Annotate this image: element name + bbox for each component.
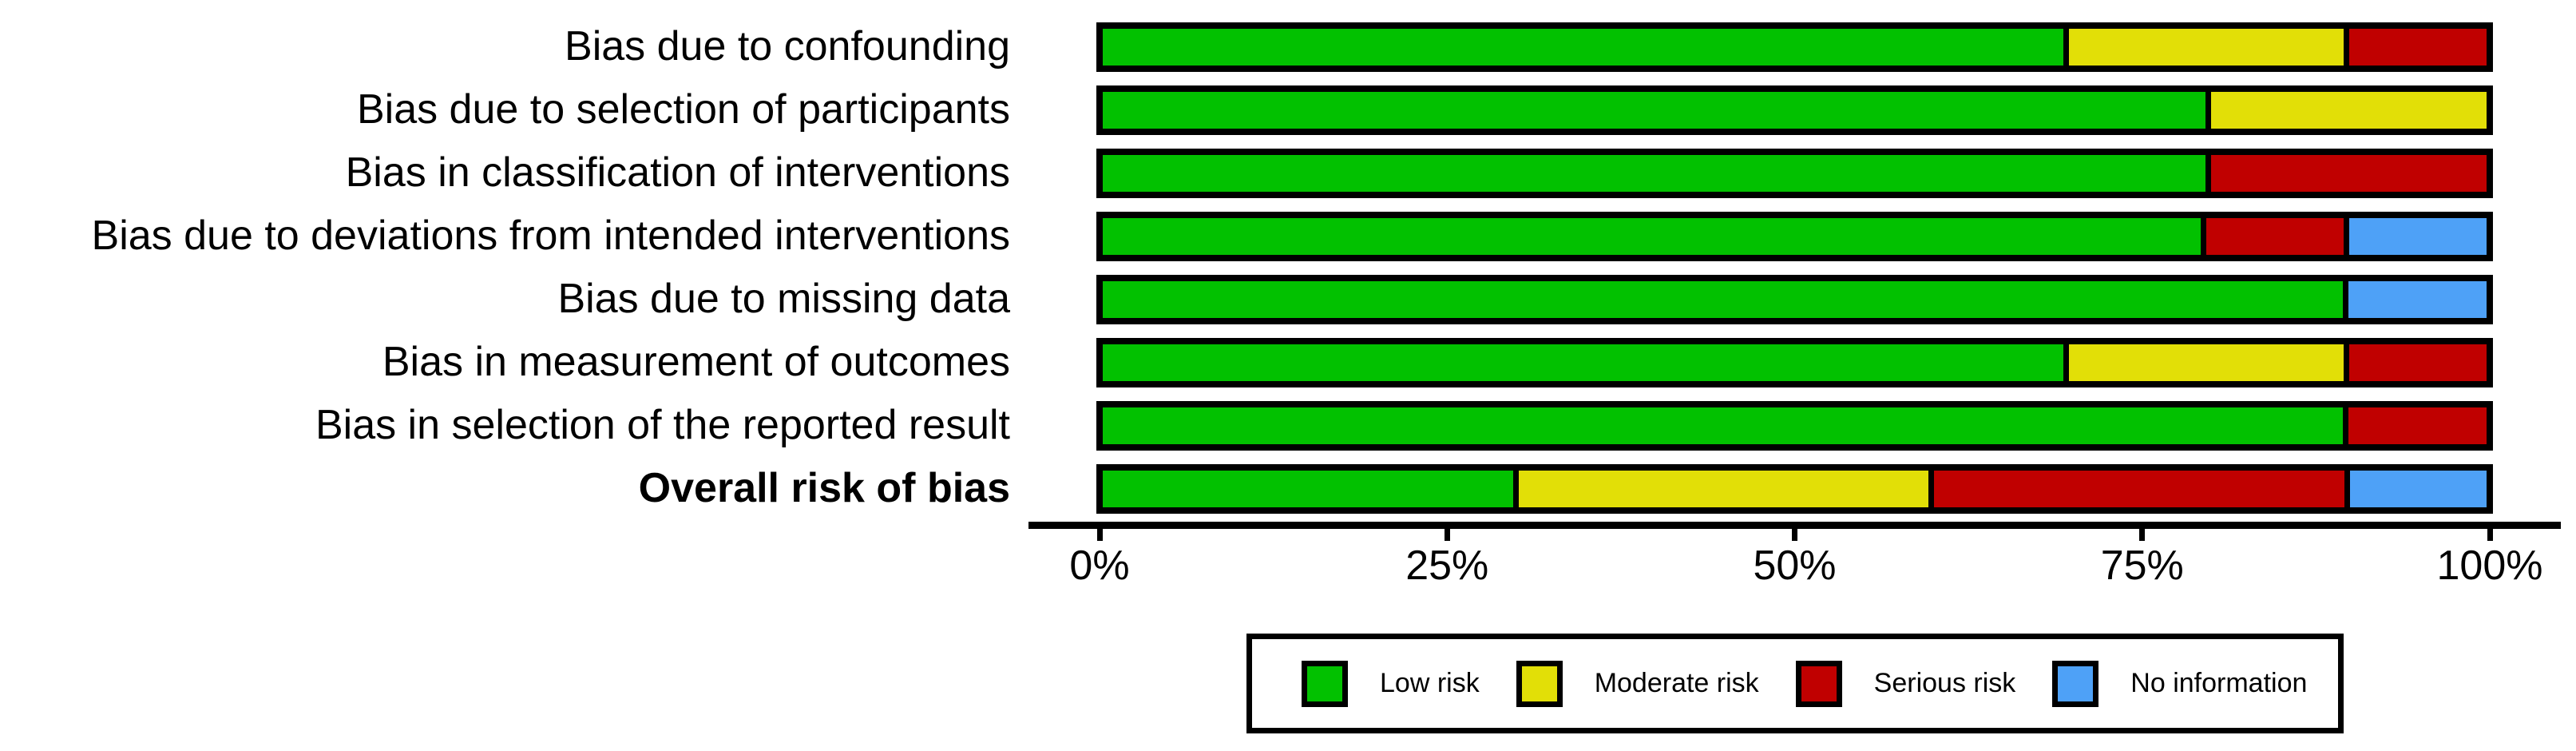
bar-segment-serious-risk <box>2344 28 2487 66</box>
legend-swatch-no-information <box>2052 660 2099 707</box>
chart-row: Overall risk of bias <box>0 457 2576 520</box>
legend-box: Low risk Moderate risk Serious risk No info… <box>1246 634 2344 733</box>
row-label: Bias due to deviations from intended int… <box>91 212 1010 259</box>
bar-segment-low-risk <box>1103 344 2064 381</box>
bar-segment-serious-risk <box>2344 344 2487 381</box>
bar-segment-serious-risk <box>2205 154 2487 192</box>
bar-segment-no-information <box>2343 280 2487 318</box>
x-axis-tick <box>1444 528 1450 541</box>
bar-segment-no-information <box>2344 470 2487 507</box>
bar-segment-moderate-risk <box>2063 28 2344 66</box>
bar-segment-low-risk <box>1103 91 2205 129</box>
x-axis-tick-label: 0% <box>1069 542 1130 589</box>
bar-segment-low-risk <box>1103 470 1513 507</box>
x-axis-tick-label: 25% <box>1405 542 1489 589</box>
x-axis-tick-label: 75% <box>2100 542 2184 589</box>
bar-track <box>1096 85 2493 135</box>
bar-track <box>1096 22 2493 72</box>
x-axis-tick <box>1096 528 1103 541</box>
x-axis-tick-label: 100% <box>2436 542 2543 589</box>
legend-swatch-serious-risk <box>1795 660 1842 707</box>
chart-row: Bias due to confounding <box>0 15 2576 78</box>
row-label: Bias in selection of the reported result <box>315 401 1010 448</box>
x-axis-tick <box>2487 528 2493 541</box>
chart-row: Bias in measurement of outcomes <box>0 331 2576 394</box>
chart-row: Bias due to deviations from intended int… <box>0 205 2576 268</box>
legend-label: Moderate risk <box>1594 668 1759 698</box>
legend-label: Serious risk <box>1873 668 2016 698</box>
bar-segment-serious-risk <box>2343 407 2487 444</box>
legend-item-no-information: No information <box>2052 660 2308 707</box>
x-axis-tick <box>1792 528 1797 541</box>
legend-item-moderate-risk: Moderate risk <box>1516 660 1759 707</box>
row-label: Bias due to selection of participants <box>356 85 1010 133</box>
legend-item-serious-risk: Serious risk <box>1795 660 2016 707</box>
bar-segment-low-risk <box>1103 217 2201 255</box>
legend-label: Low risk <box>1380 668 1480 698</box>
chart-row: Bias due to selection of participants <box>0 78 2576 141</box>
bar-track <box>1096 211 2493 261</box>
x-axis-tick <box>2139 528 2146 541</box>
row-label: Bias due to missing data <box>557 275 1010 322</box>
chart-row: Bias in classification of interventions <box>0 141 2576 205</box>
row-label: Overall risk of bias <box>638 464 1010 511</box>
bar-track <box>1096 463 2493 514</box>
chart-row: Bias due to missing data <box>0 268 2576 331</box>
bar-track <box>1096 337 2493 387</box>
bar-segment-moderate-risk <box>2205 91 2487 129</box>
bar-segment-serious-risk <box>1928 470 2344 507</box>
x-axis-line <box>1028 522 2561 529</box>
bar-segment-serious-risk <box>2201 217 2344 255</box>
row-label: Bias in measurement of outcomes <box>382 338 1010 385</box>
legend-swatch-moderate-risk <box>1516 660 1563 707</box>
legend-label: No information <box>2130 668 2308 698</box>
legend-swatch-low-risk <box>1302 660 1348 707</box>
bar-track <box>1096 400 2493 451</box>
bar-segment-moderate-risk <box>2063 344 2344 381</box>
bar-segment-no-information <box>2344 217 2487 255</box>
x-axis-tick-label: 50% <box>1753 542 1837 589</box>
chart-row: Bias in selection of the reported result <box>0 394 2576 457</box>
bar-segment-low-risk <box>1103 28 2064 66</box>
bar-segment-low-risk <box>1103 280 2344 318</box>
bar-rows: Bias due to confounding Bias due to selec… <box>0 15 2576 520</box>
bar-segment-low-risk <box>1103 154 2205 192</box>
row-label: Bias due to confounding <box>565 22 1010 70</box>
bar-segment-low-risk <box>1103 407 2344 444</box>
bar-track <box>1096 274 2493 324</box>
row-label: Bias in classification of interventions <box>345 149 1010 196</box>
legend-item-low-risk: Low risk <box>1302 660 1480 707</box>
bar-segment-moderate-risk <box>1512 470 1929 507</box>
bar-track <box>1096 148 2493 198</box>
